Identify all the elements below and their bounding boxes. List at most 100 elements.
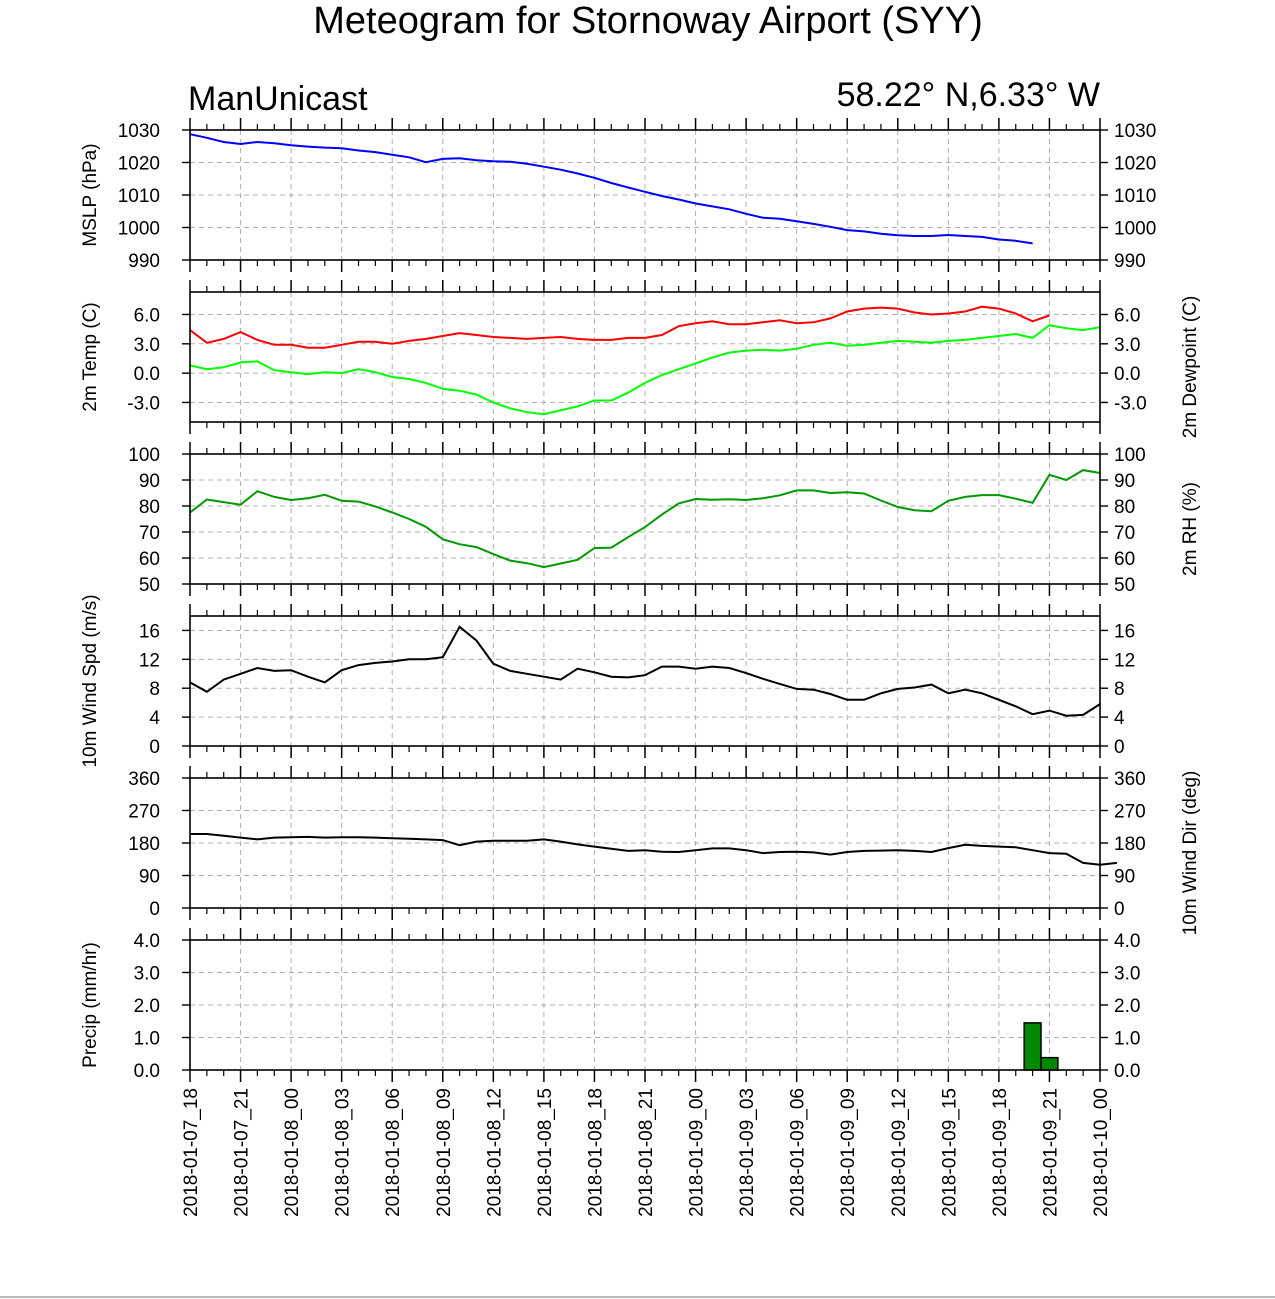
y-axis-title: 10m Wind Spd (m/s) (80, 594, 101, 767)
y-tick-label-right: 8 (1114, 679, 1125, 700)
x-tick-label: 2018-01-08_00 (282, 1088, 303, 1217)
y-tick-label-right: 2.0 (1114, 996, 1140, 1017)
y-tick-label-right: 1000 (1114, 219, 1156, 240)
y-tick-label: 270 (128, 802, 160, 823)
y-tick-label-right: 70 (1114, 523, 1135, 544)
y-tick-label-right: 3.0 (1114, 335, 1140, 356)
panel-rh: 50 50 60 60 70 70 80 80 90 90 100 100 2m RH (%) (128, 442, 1201, 596)
temp-series-0 (189, 305, 1050, 349)
x-tick-label: 2018-01-08_03 (333, 1088, 354, 1217)
x-tick-label: 2018-01-08_12 (484, 1088, 505, 1217)
y-tick-label-right: 90 (1114, 867, 1135, 888)
x-tick-label: 2018-01-07_21 (232, 1088, 253, 1217)
y-tick-label: -3.0 (127, 393, 160, 414)
y-tick-label: 80 (139, 497, 160, 518)
y-tick-label: 1.0 (134, 1029, 160, 1050)
x-tick-label: 2018-01-07_18 (181, 1088, 202, 1217)
y-tick-label-right: 1.0 (1114, 1029, 1140, 1050)
y-tick-label-right: 0.0 (1114, 1061, 1140, 1082)
mslp-series-0 (189, 133, 1033, 245)
y-tick-label-right: 4.0 (1114, 931, 1140, 952)
y-tick-label: 16 (139, 621, 160, 642)
y-axis-title-right: 2m Dewpoint (C) (1180, 296, 1201, 439)
x-tick-label: 2018-01-09_18 (990, 1088, 1011, 1217)
y-tick-label: 0 (149, 899, 160, 920)
x-tick-label: 2018-01-09_00 (687, 1088, 708, 1217)
y-tick-label: 4 (149, 708, 160, 729)
y-tick-label-right: 4 (1114, 708, 1125, 729)
y-tick-label: 90 (139, 867, 160, 888)
location-label: 58.22° N,6.33° W (836, 76, 1100, 114)
model-name: ManUnicast (188, 80, 368, 118)
y-axis-title-right: 2m RH (%) (1180, 482, 1201, 576)
y-tick-label: 2.0 (134, 996, 160, 1017)
x-tick-label: 2018-01-09_06 (788, 1088, 809, 1217)
y-tick-label-right: 1010 (1114, 186, 1156, 207)
rh-series-0 (189, 469, 1101, 569)
panel-temp: -3.0 -3.0 0.0 0.0 3.0 3.0 6.0 6.0 2m Temp (C) 2m … (80, 280, 1201, 438)
y-tick-label-right: 90 (1114, 471, 1135, 492)
y-tick-label: 1010 (118, 186, 160, 207)
y-tick-label: 990 (128, 251, 160, 272)
y-tick-label: 60 (139, 549, 160, 570)
y-tick-label: 1030 (118, 121, 160, 142)
x-tick-label: 2018-01-08_21 (636, 1088, 657, 1217)
x-tick-label: 2018-01-08_09 (434, 1088, 455, 1217)
y-tick-label-right: 80 (1114, 497, 1135, 518)
precip-bar (1040, 1056, 1059, 1071)
y-tick-label: 0.0 (134, 364, 160, 385)
y-tick-label-right: 0.0 (1114, 364, 1140, 385)
y-axis-title-right: 10m Wind Dir (deg) (1180, 771, 1201, 936)
y-tick-label: 3.0 (134, 964, 160, 985)
y-tick-label: 4.0 (134, 931, 160, 952)
x-tick-label: 2018-01-09_21 (1040, 1088, 1061, 1217)
panel-wspd: 0 0 4 4 8 8 12 12 16 16 10m Wind Spd (m/s) (80, 594, 1135, 767)
y-tick-label-right: 0 (1114, 737, 1125, 758)
x-tick-label: 2018-01-08_15 (535, 1088, 556, 1217)
y-axis-title: Precip (mm/hr) (80, 942, 101, 1068)
y-tick-label: 70 (139, 523, 160, 544)
x-tick-label: 2018-01-08_06 (383, 1088, 404, 1217)
x-tick-label: 2018-01-08_18 (585, 1088, 606, 1217)
y-tick-label: 6.0 (134, 305, 160, 326)
y-tick-label-right: 990 (1114, 251, 1146, 272)
panel-precip: 0.0 0.0 1.0 1.0 2.0 2.0 3.0 3.0 4.0 4.0 Precip (mm… (80, 928, 1140, 1082)
y-tick-label-right: 180 (1114, 834, 1146, 855)
y-tick-label-right: 50 (1114, 575, 1135, 596)
y-tick-label: 360 (128, 769, 160, 790)
y-tick-label-right: 12 (1114, 650, 1135, 671)
precip-bar (1023, 1022, 1042, 1071)
y-tick-label-right: -3.0 (1114, 393, 1147, 414)
y-tick-label: 0.0 (134, 1061, 160, 1082)
x-tick-label: 2018-01-09_09 (838, 1088, 859, 1217)
temp-series-1 (189, 324, 1101, 416)
y-tick-label: 0 (149, 737, 160, 758)
y-tick-label-right: 60 (1114, 549, 1135, 570)
y-tick-label: 1000 (118, 219, 160, 240)
y-tick-label-right: 3.0 (1114, 964, 1140, 985)
x-tick-label: 2018-01-09_15 (939, 1088, 960, 1217)
y-tick-label-right: 1020 (1114, 154, 1156, 175)
y-tick-label-right: 360 (1114, 769, 1146, 790)
y-tick-label: 8 (149, 679, 160, 700)
y-tick-label: 180 (128, 834, 160, 855)
y-tick-label-right: 270 (1114, 802, 1146, 823)
y-tick-label-right: 16 (1114, 621, 1135, 642)
panel-wdir: 0 0 90 90 180 180 270 270 360 360 10m Wind Dir (de… (128, 766, 1201, 935)
y-tick-label: 1020 (118, 154, 160, 175)
x-tick-label: 2018-01-09_12 (889, 1088, 910, 1217)
wspd-series-0 (189, 625, 1101, 717)
y-tick-label: 90 (139, 471, 160, 492)
wdir-series-0 (190, 833, 1118, 866)
y-tick-label: 3.0 (134, 335, 160, 356)
x-tick-label: 2018-01-09_03 (737, 1088, 758, 1217)
x-tick-label: 2018-01-10_00 (1091, 1088, 1112, 1217)
y-tick-label-right: 6.0 (1114, 305, 1140, 326)
y-tick-label-right: 100 (1114, 445, 1146, 466)
y-tick-label: 50 (139, 575, 160, 596)
y-axis-title: 2m Temp (C) (80, 302, 101, 411)
y-axis-title: MSLP (hPa) (80, 143, 101, 246)
y-tick-label: 12 (139, 650, 160, 671)
y-tick-label-right: 1030 (1114, 121, 1156, 142)
